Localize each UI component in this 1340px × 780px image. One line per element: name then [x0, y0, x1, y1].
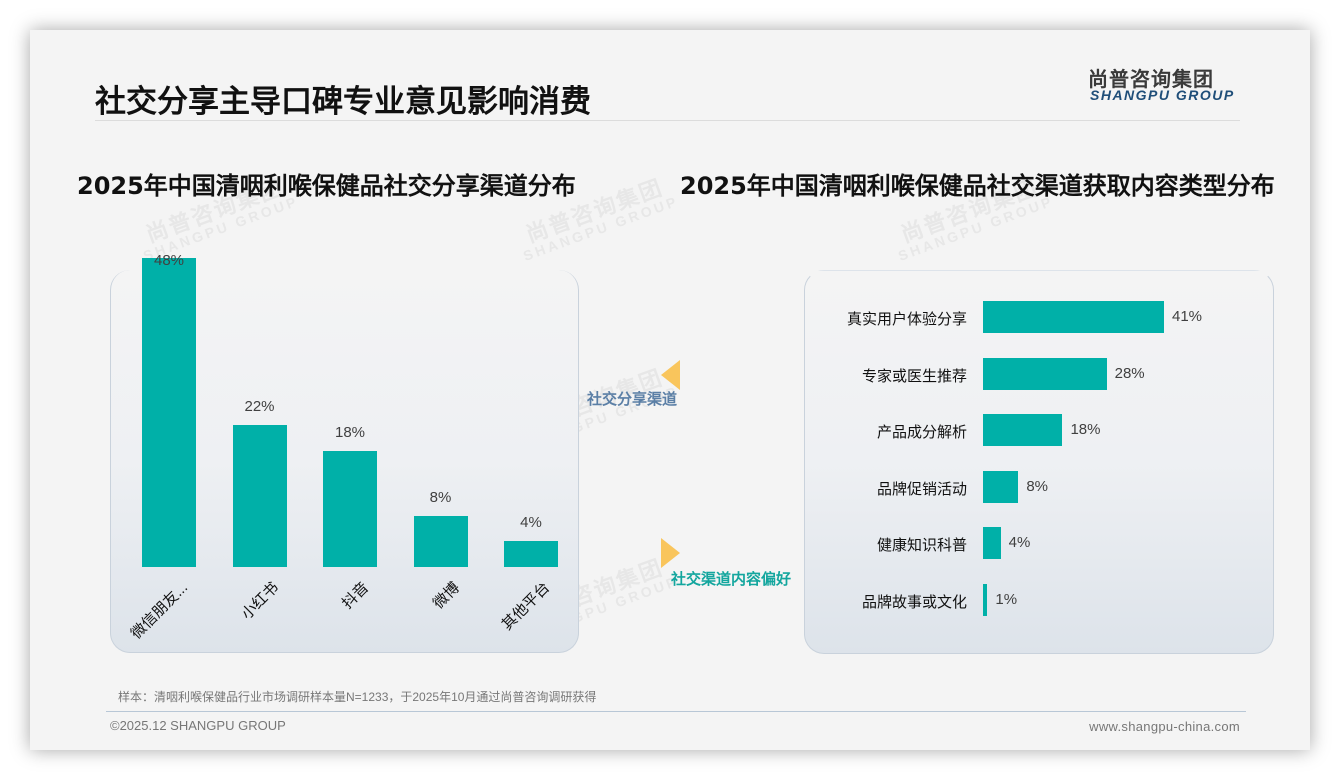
website-link[interactable]: www.shangpu-china.com [1089, 719, 1240, 734]
bar-value-label: 8% [429, 488, 452, 506]
bar [983, 301, 1164, 333]
bar [983, 357, 1107, 390]
bar [232, 425, 287, 567]
category-label: 品牌促销活动 [876, 480, 967, 498]
bar-value-label: 18% [334, 424, 366, 442]
left-chart-title: 2025年中国清咽利喉保健品社交分享渠道分布 [77, 172, 576, 200]
bar-value-label: 4% [1008, 534, 1031, 551]
category-label: 产品成分解析 [876, 424, 967, 441]
logo-english: SHANGPU GROUP [1090, 87, 1235, 103]
category-label: 真实用户体验分享 [846, 311, 967, 328]
bar [983, 527, 1001, 559]
bar-value-label: 18% [1070, 421, 1101, 438]
bar [142, 258, 196, 567]
bar-value-label: 4% [520, 514, 542, 532]
category-label: 品牌故事或文化 [861, 593, 967, 611]
logo-chinese: 尚普咨询集团 [1088, 67, 1214, 91]
arrow-left-icon [661, 360, 680, 390]
flow-label-content-preference: 社交渠道内容偏好 [671, 570, 792, 588]
page-title: 社交分享主导口碑专业意见影响消费 [95, 84, 591, 120]
title-divider [95, 120, 1240, 121]
bar [323, 451, 377, 567]
bar-value-label: 41% [1172, 308, 1203, 325]
footer-divider [106, 711, 1246, 712]
bar [983, 583, 988, 616]
bar [504, 541, 558, 567]
bar [413, 515, 468, 567]
right-chart-title: 2025年中国清咽利喉保健品社交渠道获取内容类型分布 [680, 172, 1275, 200]
flow-label-sharing-channel: 社交分享渠道 [587, 390, 678, 408]
bar-value-label: 8% [1026, 477, 1048, 495]
bar-value-label: 48% [153, 252, 185, 269]
bar-value-label: 28% [1114, 364, 1145, 382]
category-label: 健康知识科普 [876, 537, 967, 554]
bar-value-label: 1% [995, 590, 1018, 608]
category-label: 专家或医生推荐 [861, 367, 967, 385]
sample-note: 样本：清咽利喉保健品行业市场调研样本量N=1233，于2025年10月通过尚普咨… [118, 690, 597, 704]
copyright: ©2025.12 SHANGPU GROUP [110, 718, 286, 733]
bar [983, 414, 1063, 446]
bar [983, 470, 1019, 503]
slide: 尚普咨询集团 SHANGPU GROUP 尚普咨询集团 SHANGPU GROUP … [30, 30, 1310, 750]
bar-value-label: 22% [244, 398, 275, 416]
right-chart-panel [804, 270, 1274, 654]
arrow-right-icon [661, 538, 680, 568]
